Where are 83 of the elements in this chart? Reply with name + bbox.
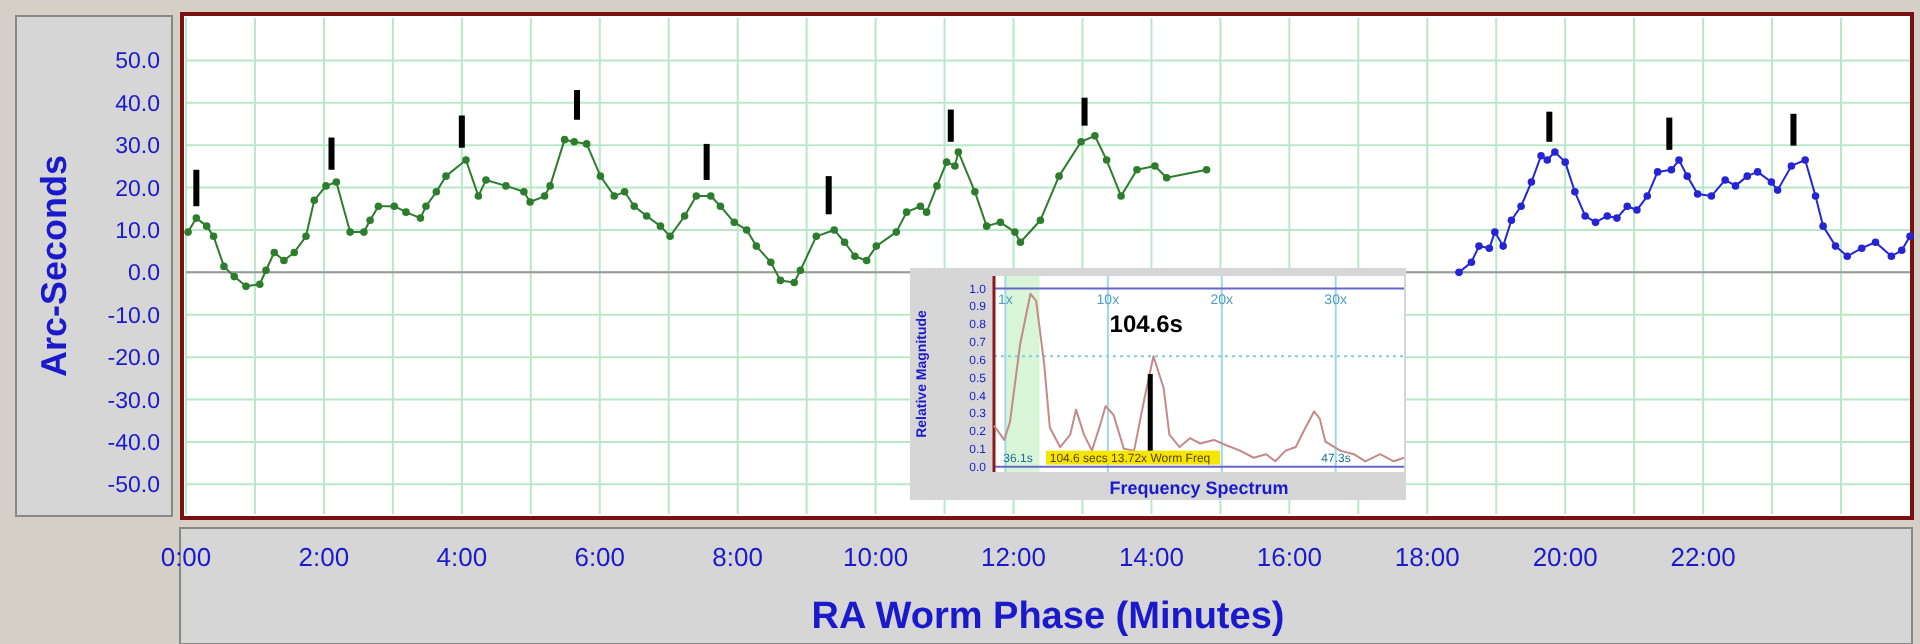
point [1843, 252, 1852, 261]
bar [1081, 97, 1088, 126]
point [1767, 178, 1776, 186]
bar [1666, 117, 1673, 150]
point [1653, 168, 1662, 176]
point [1455, 268, 1463, 277]
x-tick-label: 6:00 [574, 542, 626, 572]
bar [947, 109, 954, 142]
bar [703, 143, 710, 180]
y-tick-label: -50.0 [107, 474, 160, 499]
bar [1546, 111, 1553, 142]
bar [328, 137, 335, 170]
bar [458, 115, 465, 148]
point [1623, 202, 1632, 211]
point [1906, 232, 1914, 241]
point [1871, 238, 1880, 247]
x-axis-title: Frequency Spectrum [1109, 478, 1289, 498]
x-tick-label: 12:00 [980, 542, 1047, 572]
x-tick-label: 20:00 [1532, 542, 1598, 572]
x-tick-label: 10:00 [843, 542, 909, 572]
bar [1790, 113, 1797, 146]
point [1773, 186, 1782, 194]
x-tick-label: 8:00 [712, 542, 763, 572]
y-tick-label: 20.0 [115, 177, 160, 202]
point [1897, 246, 1906, 255]
point [1633, 206, 1641, 214]
x-tick-label: 14:00 [1118, 542, 1184, 572]
point [1693, 190, 1702, 198]
x-axis-title: RA Worm Phase (Minutes) [811, 596, 1285, 638]
point [1887, 252, 1896, 261]
x-tick-label: 4:00 [436, 542, 488, 572]
point [1643, 192, 1652, 200]
point [1731, 182, 1740, 190]
point [1591, 218, 1600, 227]
bar [825, 176, 832, 215]
point [1811, 192, 1820, 200]
point [1537, 151, 1545, 160]
y-tick-label: 40.0 [115, 92, 160, 117]
point [1561, 158, 1569, 166]
x-tick-label: 16:00 [1256, 542, 1322, 572]
y-tick-label: 10.0 [115, 220, 160, 245]
y-tick-label: 30.0 [115, 135, 160, 160]
point [1707, 192, 1716, 200]
line-series [993, 292, 1405, 463]
bar [574, 90, 580, 120]
y-tick-label: -40.0 [107, 431, 160, 456]
x-tick-label: 18:00 [1394, 542, 1460, 572]
point [1831, 242, 1840, 250]
y-axis-title: Arc-Seconds [34, 154, 74, 378]
point [1675, 156, 1683, 164]
point [1543, 156, 1552, 164]
point [1475, 242, 1483, 250]
point [1613, 214, 1621, 222]
point [1581, 212, 1589, 220]
point [1507, 216, 1516, 225]
point [1527, 178, 1536, 186]
point [1517, 202, 1525, 211]
y-tick-label: 50.0 [115, 50, 160, 75]
point [1857, 244, 1866, 252]
point [1491, 228, 1499, 236]
point [1819, 222, 1827, 230]
y-tick-label: -30.0 [107, 389, 160, 414]
bar [193, 169, 200, 207]
point [1683, 172, 1692, 180]
point [1787, 162, 1796, 170]
x-tick-label: 2:00 [298, 542, 350, 572]
point [1743, 172, 1752, 180]
point [1499, 242, 1507, 250]
annotation: 104.6s [1109, 310, 1184, 339]
point [1485, 244, 1494, 252]
point [1467, 258, 1476, 266]
y-tick-label: -10.0 [107, 304, 160, 329]
x-tick-label: 0:00 [160, 542, 212, 572]
y-tick-label: 0.0 [128, 262, 160, 287]
point [1603, 212, 1612, 220]
point [1801, 156, 1809, 164]
point [1551, 148, 1559, 156]
point [1721, 176, 1729, 184]
point [1667, 165, 1676, 174]
point [1753, 168, 1762, 176]
y-tick-label: -20.0 [107, 347, 160, 372]
x-tick-label: 22:00 [1670, 542, 1736, 572]
point [1571, 188, 1579, 196]
